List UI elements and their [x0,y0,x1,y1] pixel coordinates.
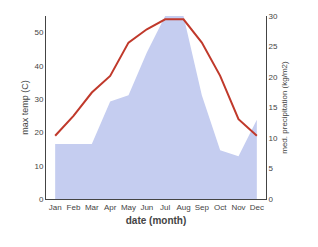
svg-text:May: May [121,203,136,212]
svg-text:Jul: Jul [160,203,170,212]
svg-text:10: 10 [34,162,43,171]
svg-text:Nov: Nov [231,203,245,212]
svg-text:Sep: Sep [195,203,210,212]
svg-text:Aug: Aug [176,203,190,212]
svg-text:Oct: Oct [214,203,227,212]
svg-text:20: 20 [34,128,43,137]
svg-text:0: 0 [269,195,274,204]
svg-text:Jun: Jun [140,203,153,212]
svg-text:15: 15 [269,103,278,112]
svg-text:10: 10 [269,134,278,143]
svg-text:50: 50 [34,28,43,37]
svg-text:Jan: Jan [49,203,62,212]
svg-text:Apr: Apr [104,203,117,212]
svg-text:med. precipitation (kg/m2): med. precipitation (kg/m2) [280,61,289,154]
svg-text:Feb: Feb [67,203,81,212]
svg-text:25: 25 [269,42,278,51]
svg-text:20: 20 [269,73,278,82]
svg-text:30: 30 [34,95,43,104]
svg-text:30: 30 [269,12,278,21]
svg-text:40: 40 [34,62,43,71]
svg-text:Dec: Dec [250,203,264,212]
svg-text:Mar: Mar [85,203,99,212]
svg-text:max temp (C): max temp (C) [20,80,30,135]
svg-text:5: 5 [269,164,274,173]
svg-text:0: 0 [39,195,44,204]
svg-text:date (month): date (month) [126,215,187,226]
